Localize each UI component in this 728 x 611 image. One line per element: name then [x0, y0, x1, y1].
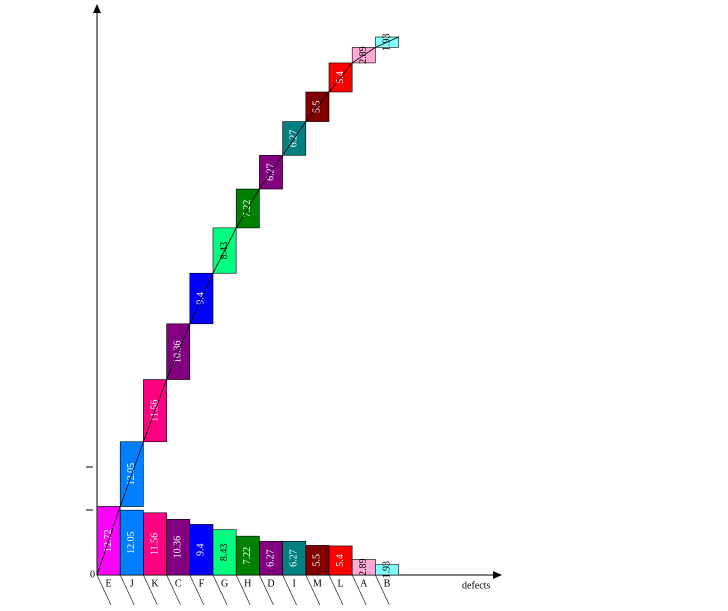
x-tick [375, 574, 390, 606]
x-tick-label: C [175, 578, 182, 589]
x-tick [259, 574, 274, 606]
bar [375, 564, 399, 576]
x-tick-label: G [221, 578, 228, 589]
x-tick-label: I [293, 578, 296, 589]
x-tick [351, 574, 367, 606]
bar-value-label: 8.43 [219, 544, 230, 562]
bar-value-label: 6.27 [288, 549, 299, 567]
x-tick [212, 574, 228, 606]
bar-value-label: 11.56 [149, 533, 160, 555]
x-tick [282, 574, 297, 606]
x-tick-label: L [338, 578, 344, 589]
x-tick-label: D [267, 578, 274, 589]
x-tick-label: B [384, 578, 391, 589]
bar-value-label: 7.22 [242, 547, 253, 565]
bar-value-label: 1.93 [381, 561, 392, 579]
bar-value-label: 5.4 [335, 554, 346, 567]
x-tick-label: E [106, 578, 112, 589]
bar-value-label: 9.4 [196, 543, 207, 556]
bar-value-label: 2.89 [358, 558, 369, 576]
x-tick [119, 574, 135, 606]
x-tick-label: F [199, 578, 205, 589]
x-tick [96, 574, 112, 606]
y-tick-label: 0 [90, 569, 95, 580]
bar-value-label: 12.05 [126, 531, 137, 554]
y-axis-arrow [93, 4, 101, 13]
x-axis-label: defects [462, 580, 490, 591]
x-tick [166, 574, 181, 606]
x-tick-label: J [130, 578, 134, 589]
cumulative-line [96, 36, 399, 576]
bar-value-label: 10.36 [172, 536, 183, 559]
x-tick-label: M [313, 578, 322, 589]
x-tick [305, 574, 321, 606]
bar-value-label: 5.5 [312, 554, 323, 567]
x-tick [189, 574, 205, 606]
x-tick [143, 574, 158, 606]
x-tick-label: A [360, 578, 368, 589]
bar-value-label: 6.27 [265, 549, 276, 567]
x-tick-label: K [151, 578, 159, 589]
x-axis-arrow [493, 571, 502, 579]
x-tick [235, 574, 251, 606]
x-tick-label: H [244, 578, 251, 589]
x-tick [328, 574, 344, 606]
